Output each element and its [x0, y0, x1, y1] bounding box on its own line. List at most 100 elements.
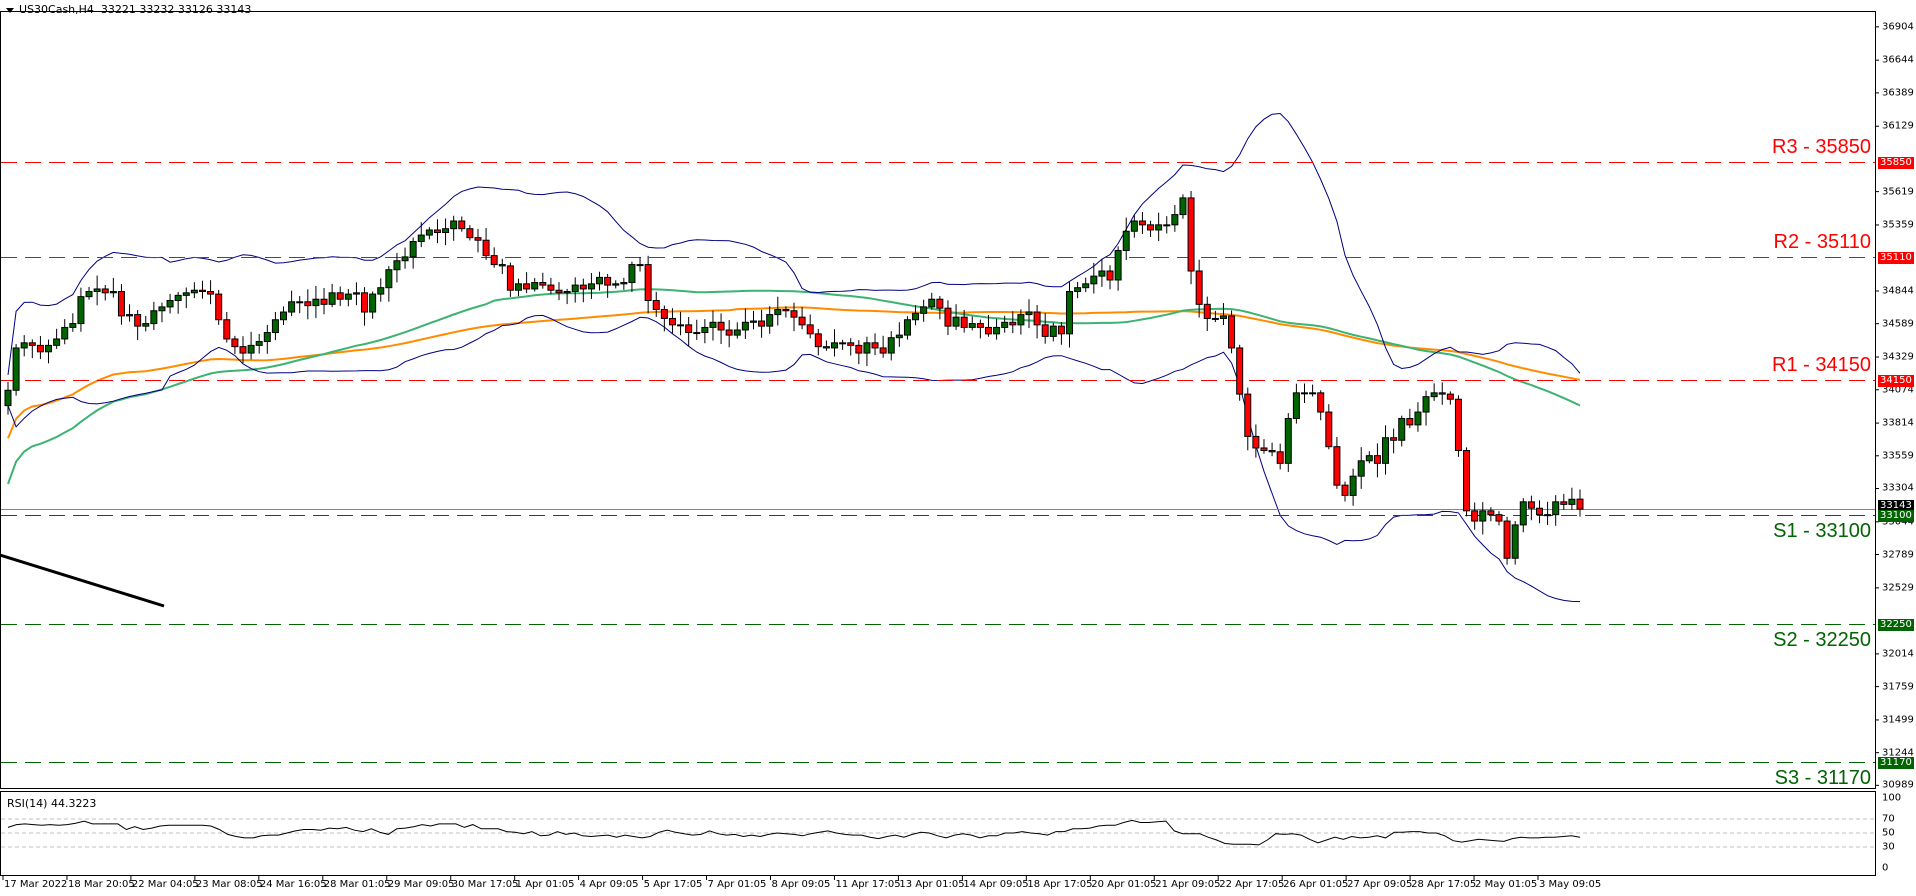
level-label-s3: S3 - 31170 — [1774, 766, 1871, 789]
price-axis-label: 31244 — [1882, 747, 1914, 759]
candle — [968, 323, 976, 328]
price-axis-label: 34589 — [1882, 318, 1914, 330]
candle — [1292, 392, 1300, 419]
candle — [466, 228, 474, 239]
time-axis-label: 30 Mar 17:05 — [451, 879, 519, 890]
candle — [604, 276, 612, 286]
candle — [166, 299, 174, 308]
candle — [1236, 347, 1244, 395]
candle — [1382, 437, 1390, 464]
time-axis-label: 2 May 01:05 — [1475, 879, 1538, 890]
candle — [1511, 524, 1519, 559]
level-label-r2: R2 - 35110 — [1773, 230, 1871, 253]
time-axis-label: 24 Mar 16:05 — [259, 879, 327, 890]
candle — [174, 294, 182, 301]
price-axis-label: 33044 — [1882, 516, 1914, 528]
candle — [93, 288, 101, 293]
time-axis-label: 28 Mar 01:05 — [323, 879, 391, 890]
rsi-axis-label: 70 — [1882, 813, 1895, 825]
candle — [117, 291, 125, 317]
candle — [839, 342, 847, 345]
candle — [1066, 291, 1074, 335]
candle — [344, 293, 352, 300]
candle — [1357, 460, 1365, 477]
candle — [239, 346, 247, 354]
candle — [247, 344, 255, 354]
candle — [1155, 224, 1163, 231]
candle — [1260, 447, 1268, 452]
candle — [101, 288, 109, 294]
candle — [960, 316, 968, 328]
candle — [1219, 315, 1227, 319]
candle — [596, 276, 604, 285]
price-axis-label: 31759 — [1882, 681, 1914, 693]
candle — [612, 283, 620, 286]
trend-line[interactable] — [0, 553, 165, 608]
candle — [1171, 214, 1179, 226]
candle — [1033, 311, 1041, 326]
candle — [1349, 475, 1357, 496]
candle — [814, 333, 822, 348]
candle — [733, 329, 741, 336]
candle — [1195, 270, 1203, 305]
candle — [61, 326, 69, 340]
candle — [482, 239, 490, 257]
candle — [628, 264, 636, 284]
candle — [1138, 220, 1146, 226]
candle — [1106, 270, 1114, 281]
candle — [4, 389, 12, 407]
candle — [369, 293, 377, 313]
candle — [1187, 197, 1195, 272]
candle — [150, 310, 158, 325]
candle — [1503, 520, 1511, 559]
time-axis-label: 4 Apr 09:05 — [579, 879, 639, 890]
candle — [701, 326, 709, 334]
time-axis-label: 27 Apr 09:05 — [1347, 879, 1413, 890]
level-label-r1: R1 - 34150 — [1772, 353, 1871, 376]
candle — [652, 299, 660, 310]
time-axis-label: 21 Apr 09:05 — [1155, 879, 1221, 890]
candle — [425, 229, 433, 236]
candle — [1268, 450, 1276, 453]
candle — [69, 323, 77, 328]
candle — [1300, 392, 1308, 395]
candle — [1568, 498, 1576, 505]
symbol-label: US30Cash,H4 — [19, 3, 94, 16]
time-axis-label: 3 May 09:05 — [1539, 879, 1602, 890]
candle — [1373, 455, 1381, 464]
candle — [490, 255, 498, 266]
candle — [336, 292, 344, 300]
candle — [158, 306, 166, 312]
candle — [1560, 501, 1568, 505]
candle — [1487, 510, 1495, 516]
candle — [142, 323, 150, 327]
candle — [1552, 501, 1560, 516]
price-axis-label: 34329 — [1882, 351, 1914, 363]
collapse-triangle-icon[interactable] — [6, 7, 14, 13]
candle — [312, 298, 320, 307]
candle — [1098, 270, 1106, 277]
candle — [1576, 498, 1584, 510]
candle — [361, 292, 369, 313]
candle — [1276, 451, 1284, 464]
candle — [498, 264, 506, 267]
candle — [636, 264, 644, 267]
candle — [725, 329, 733, 336]
candle — [1057, 325, 1065, 335]
rsi-line — [7, 819, 1581, 846]
candle — [1341, 484, 1349, 496]
rsi-axis-label: 0 — [1882, 862, 1889, 874]
candle — [1114, 249, 1122, 281]
candle — [45, 344, 53, 353]
candle — [774, 308, 782, 316]
price-axis-label: 32529 — [1882, 582, 1914, 594]
candle — [126, 314, 134, 317]
candle — [782, 308, 790, 312]
price-axis-label: 34074 — [1882, 384, 1914, 396]
candle — [320, 298, 328, 305]
candle — [1041, 324, 1049, 337]
candle — [1325, 411, 1333, 448]
candle — [1333, 446, 1341, 486]
candle — [433, 229, 441, 234]
